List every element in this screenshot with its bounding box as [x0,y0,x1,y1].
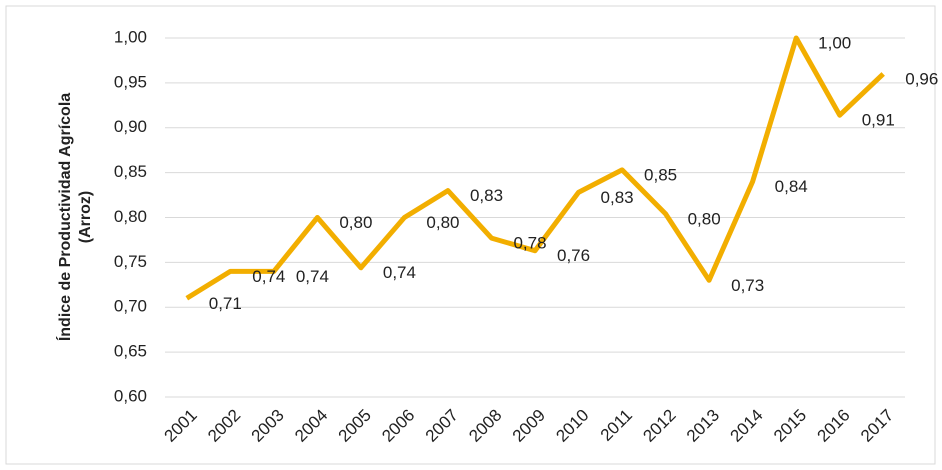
x-tick-label: 2005 [335,406,375,446]
data-label: 0,74 [252,267,285,286]
x-tick-label: 2001 [161,406,201,446]
x-tick-label: 2012 [639,406,679,446]
data-label: 0,80 [426,213,459,232]
data-label: 0,78 [513,234,546,253]
x-tick-label: 2013 [683,406,723,446]
data-label: 0,83 [470,186,503,205]
y-tick-label: 0,70 [114,297,147,316]
data-label: 0,76 [557,246,590,265]
x-tick-label: 2007 [422,406,462,446]
y-tick-label: 0,90 [114,117,147,136]
data-label: 0,96 [905,69,938,88]
y-tick-label: 0,85 [114,162,147,181]
x-tick-label: 2009 [509,406,549,446]
data-label: 0,74 [296,267,329,286]
data-label: 0,85 [644,165,677,184]
data-label: 0,80 [688,209,721,228]
y-axis-title: Índice de Productividad Agrícola [55,93,74,341]
data-label: 0,84 [775,177,808,196]
x-tick-label: 2016 [814,406,854,446]
y-tick-label: 0,95 [114,72,147,91]
x-tick-label: 2004 [291,406,331,446]
data-label: 0,91 [862,111,895,130]
data-label: 0,71 [209,294,242,313]
data-label: 0,80 [339,213,372,232]
y-tick-label: 0,60 [114,386,147,405]
chart-border [5,5,936,465]
x-tick-label: 2003 [248,406,288,446]
x-tick-label: 2017 [857,406,897,446]
x-tick-label: 2015 [770,406,810,446]
x-tick-label: 2010 [552,406,592,446]
x-tick-label: 2011 [597,406,636,445]
data-label: 0,83 [601,188,634,207]
y-tick-label: 0,65 [114,342,147,361]
data-label: 0,74 [383,263,416,282]
data-line [185,35,885,301]
x-tick-label: 2002 [204,406,244,446]
y-axis-title: (Arroz) [77,191,94,243]
data-label: 1,00 [818,33,851,52]
x-tick-label: 2006 [378,406,418,446]
y-tick-label: 0,75 [114,252,147,271]
x-tick-label: 2008 [465,406,505,446]
y-tick-label: 0,80 [114,207,147,226]
y-tick-label: 1,00 [114,27,147,46]
x-tick-label: 2014 [726,406,766,446]
data-label: 0,73 [731,276,764,295]
